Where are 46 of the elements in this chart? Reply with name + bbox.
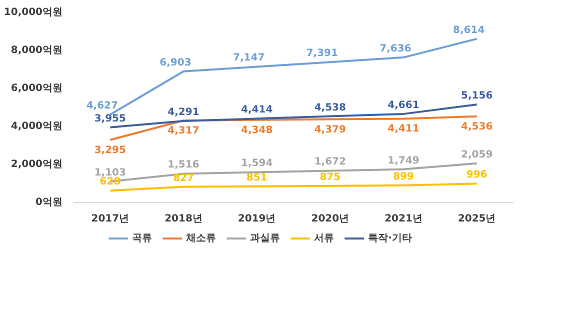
data-label: 851 <box>246 172 268 184</box>
data-label: 4,414 <box>241 104 273 116</box>
y-tick-label: 4,000억원 <box>10 121 63 132</box>
data-label: 2,059 <box>461 149 493 160</box>
legend-label: 특작·기타 <box>368 232 412 245</box>
data-label: 875 <box>320 172 341 183</box>
data-label: 4,317 <box>168 125 200 136</box>
legend-label: 과실류 <box>250 232 280 245</box>
data-label: 3,295 <box>94 144 126 156</box>
data-label: 899 <box>393 171 414 182</box>
data-label: 7,391 <box>306 48 338 60</box>
y-tick-label: 8,000억원 <box>10 45 63 56</box>
legend-label: 서류 <box>314 232 334 245</box>
y-tick-label: 6,000억원 <box>10 83 63 94</box>
data-label: 4,291 <box>168 106 200 118</box>
x-tick-label: 2025년 <box>458 214 496 224</box>
legend-label: 곡류 <box>132 232 152 245</box>
data-label: 1,749 <box>388 155 420 166</box>
x-tick-label: 2021년 <box>384 214 422 224</box>
data-label: 4,348 <box>241 124 273 136</box>
data-label: 6,903 <box>160 57 192 68</box>
data-label: 8,614 <box>453 24 485 36</box>
data-label: 7,636 <box>380 43 412 54</box>
data-label: 4,536 <box>461 121 493 132</box>
y-tick-label: 2,000억원 <box>10 159 63 170</box>
data-label: 1,594 <box>241 158 273 170</box>
y-tick-label: 0억원 <box>36 197 63 208</box>
data-label: 7,147 <box>233 52 265 64</box>
x-tick-label: 2019년 <box>238 214 276 224</box>
y-tick-label: 10,000억원 <box>4 7 63 18</box>
data-label: 3,955 <box>94 113 126 124</box>
data-label: 1,672 <box>314 156 346 168</box>
x-tick-label: 2020년 <box>311 214 350 224</box>
data-label: 4,538 <box>314 102 346 114</box>
data-label: 5,156 <box>461 90 493 102</box>
data-label: 827 <box>173 172 194 184</box>
x-tick-label: 2018년 <box>164 214 202 224</box>
legend-label: 채소류 <box>186 232 216 245</box>
data-label: 996 <box>466 170 488 181</box>
x-tick-label: 2017년 <box>91 214 130 224</box>
data-label: 1,516 <box>168 160 200 171</box>
data-label: 4,627 <box>86 100 118 112</box>
data-label: 4,661 <box>388 100 420 111</box>
data-label: 4,379 <box>314 124 346 136</box>
data-label: 628 <box>100 176 121 188</box>
data-label: 4,411 <box>388 124 420 135</box>
